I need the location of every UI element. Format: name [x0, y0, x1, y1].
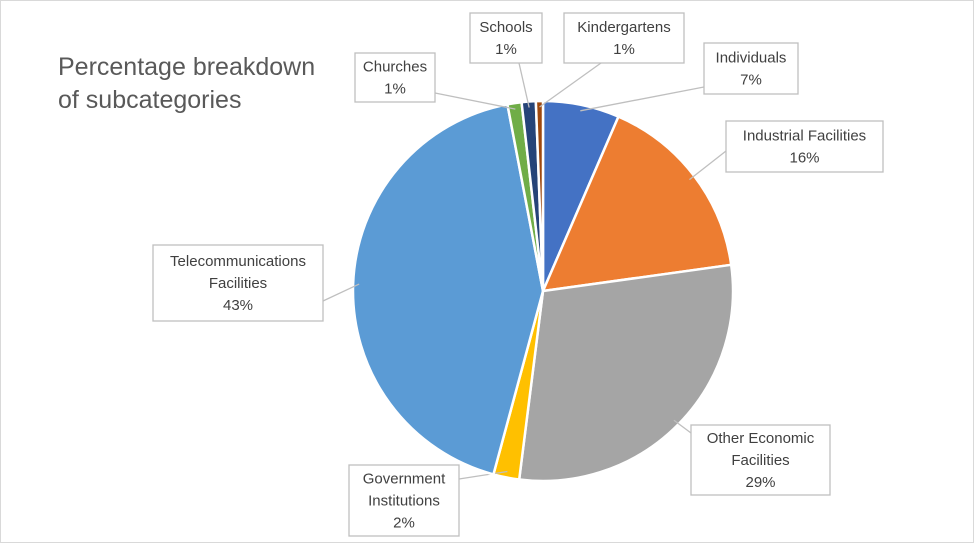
- data-label-category: Schools: [479, 19, 532, 36]
- data-label-box: [725, 120, 884, 173]
- data-label-box: [563, 12, 685, 64]
- data-label-value: 7%: [740, 72, 762, 89]
- data-label-category: Institutions: [368, 493, 440, 510]
- data-label-value: 2%: [393, 515, 415, 532]
- data-label-category: Kindergartens: [577, 19, 670, 36]
- data-label-value: 16%: [789, 150, 819, 167]
- chart-title: Percentage breakdown of subcategories: [58, 51, 348, 117]
- data-label-value: 29%: [745, 474, 775, 491]
- pie-slice-kindergartens: [534, 99, 545, 293]
- data-label-value: 1%: [495, 41, 517, 58]
- leader-line: [518, 62, 530, 108]
- chart-title-line-1: Percentage breakdown: [58, 53, 316, 81]
- data-label-category: Churches: [363, 59, 427, 76]
- leader-line: [580, 86, 705, 112]
- data-label-box: [703, 42, 799, 95]
- data-label-category: Other Economic: [707, 430, 815, 447]
- data-label-value: 1%: [384, 81, 406, 98]
- data-label-box: [354, 52, 436, 103]
- data-label-value: 1%: [613, 41, 635, 58]
- leader-line: [322, 283, 360, 302]
- data-label-category: Individuals: [716, 50, 787, 67]
- data-label-box: [690, 424, 831, 496]
- data-label-value: 43%: [223, 297, 253, 314]
- data-label-category: Government: [363, 471, 446, 488]
- leader-line: [434, 92, 516, 110]
- pie-slice-other-economic-facilities: [517, 263, 735, 483]
- leader-line: [689, 150, 727, 181]
- data-label-category: Industrial Facilities: [743, 128, 866, 145]
- pie-slice-telecommunications-facilities: [351, 103, 545, 476]
- data-label-box: [152, 244, 324, 322]
- leader-line: [673, 419, 692, 434]
- chart-title-line-2: of subcategories: [58, 86, 242, 114]
- leader-line: [539, 62, 602, 108]
- data-label-category: Telecommunications: [170, 253, 306, 270]
- data-label-category: Facilities: [209, 275, 267, 292]
- leader-line: [458, 470, 508, 480]
- data-label-category: Facilities: [731, 452, 789, 469]
- data-label-box: [469, 12, 543, 64]
- data-label-box: [348, 464, 460, 537]
